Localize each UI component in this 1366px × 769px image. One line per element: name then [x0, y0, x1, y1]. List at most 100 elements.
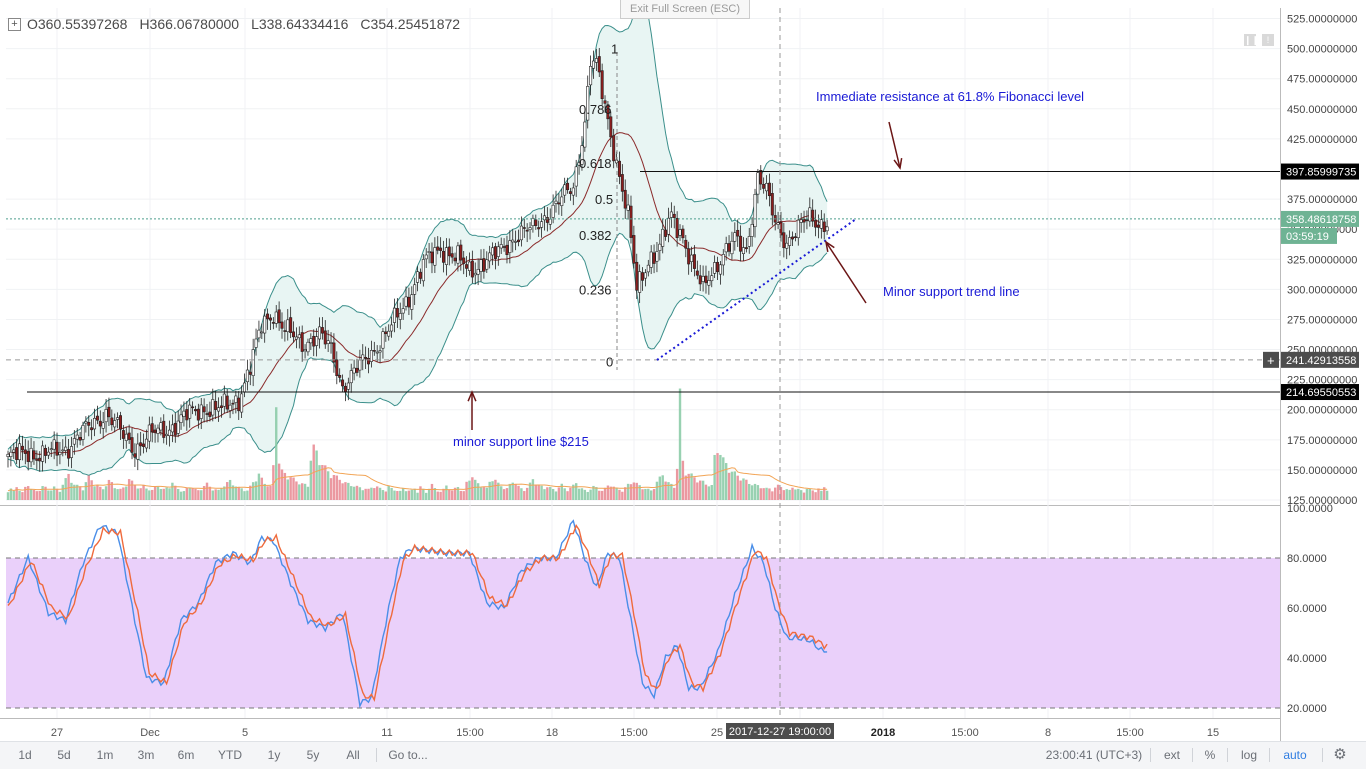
volume-bar: [724, 463, 728, 500]
candle: [658, 243, 662, 251]
volume-bar: [641, 489, 644, 500]
candle: [315, 336, 319, 346]
candle: [199, 404, 203, 419]
volume-bar: [551, 488, 555, 500]
candle: [159, 422, 163, 431]
volume-bar: [540, 485, 543, 500]
stochastic-d-line: [7, 523, 828, 702]
volume-bar: [185, 487, 189, 500]
price-tick: 125.00000000: [1287, 495, 1357, 507]
time-tick: 15: [1207, 727, 1219, 739]
candle: [664, 229, 668, 237]
volume-bar: [416, 492, 419, 500]
volume-bar: [358, 487, 362, 500]
candle: [407, 296, 411, 308]
candle: [416, 271, 420, 283]
info-icon[interactable]: !: [1262, 34, 1274, 46]
time-tick: 18: [546, 727, 558, 739]
log-toggle[interactable]: log: [1240, 748, 1257, 762]
candle: [144, 438, 148, 449]
volume-bar: [347, 482, 350, 500]
volume-bar: [15, 487, 18, 500]
volume-bar: [67, 473, 70, 500]
volume-bar: [445, 485, 448, 500]
candle: [20, 445, 24, 451]
volume-bar: [745, 479, 748, 500]
volume-bar: [367, 488, 370, 500]
exit-fullscreen-button[interactable]: Exit Full Screen (ESC): [620, 0, 750, 19]
volume-bar: [707, 486, 711, 500]
chart-canvas[interactable]: 1 0.786 0.618 0.5 0.382 0.236 0 Immediate resis…: [0, 0, 1366, 741]
candle: [586, 85, 590, 121]
volume-bar: [595, 487, 598, 500]
range-all[interactable]: All: [346, 748, 360, 762]
volume-bar: [756, 485, 760, 500]
annotation-arrowhead: [893, 158, 903, 170]
candle: [603, 100, 607, 104]
range-1m[interactable]: 1m: [96, 748, 114, 762]
range-5y[interactable]: 5y: [306, 748, 320, 762]
candle: [35, 458, 39, 461]
candle: [782, 232, 786, 249]
volume-bar: [223, 486, 226, 500]
candle: [280, 321, 284, 329]
stochastic-tick: 80.0000: [1287, 553, 1327, 565]
gear-icon[interactable]: ⚙: [1333, 746, 1347, 763]
auto-toggle[interactable]: auto: [1283, 748, 1307, 762]
candle: [341, 379, 345, 387]
candle: [467, 261, 471, 271]
plus-box-icon[interactable]: +: [8, 17, 21, 31]
volume-bar: [825, 490, 829, 500]
ohlc-open: O360.55397268: [27, 16, 128, 32]
range-5d[interactable]: 5d: [57, 748, 71, 762]
candle: [684, 239, 688, 249]
goto-button[interactable]: Go to...: [388, 748, 428, 762]
candle: [825, 226, 829, 232]
volume-bar: [699, 480, 702, 500]
candle: [805, 219, 809, 222]
volume-bar: [647, 488, 650, 500]
candle: [442, 251, 446, 263]
candle: [176, 420, 180, 434]
range-ytd[interactable]: YTD: [218, 748, 242, 762]
candle: [623, 189, 627, 209]
annotation-arrow: [825, 241, 867, 304]
pause-icon[interactable]: ❙❙: [1244, 34, 1260, 46]
stochastic-tick: 100.0000: [1287, 503, 1333, 515]
range-1y[interactable]: 1y: [267, 748, 281, 762]
volume-bar: [664, 481, 667, 500]
volume-bar: [326, 471, 330, 500]
volume-bar: [101, 489, 105, 500]
volume-bar: [246, 490, 249, 500]
volume-bar: [401, 488, 405, 500]
volume-bar: [805, 488, 809, 500]
volume-bar: [799, 490, 803, 500]
candle: [661, 228, 665, 247]
candle: [237, 397, 241, 412]
range-3m[interactable]: 3m: [137, 748, 155, 762]
candle: [208, 411, 212, 417]
volume-bar: [505, 488, 509, 500]
current-price-label: 358.48618758: [1286, 214, 1356, 226]
stochastic-tick: 20.0000: [1287, 703, 1327, 715]
volume-bar: [234, 486, 238, 500]
candle: [522, 227, 526, 229]
volume-bar: [269, 485, 272, 500]
volume-bar: [794, 489, 797, 500]
volume-bar: [133, 485, 137, 500]
crosshair-time-bg: [726, 723, 834, 739]
range-6m[interactable]: 6m: [177, 748, 195, 762]
ext-toggle[interactable]: ext: [1163, 748, 1180, 762]
volume-bar: [174, 485, 177, 500]
percent-toggle[interactable]: %: [1204, 748, 1216, 762]
annotation-arrow: [888, 121, 901, 169]
volume-bar: [153, 486, 157, 500]
range-1d[interactable]: 1d: [18, 748, 32, 762]
volume-bar: [750, 485, 754, 500]
volume-bar: [560, 483, 563, 500]
candle: [554, 200, 558, 204]
candle: [49, 448, 53, 451]
resistance-price-label-bg: [1281, 163, 1359, 180]
volume-bar: [96, 485, 99, 500]
volume-bar: [99, 486, 102, 500]
